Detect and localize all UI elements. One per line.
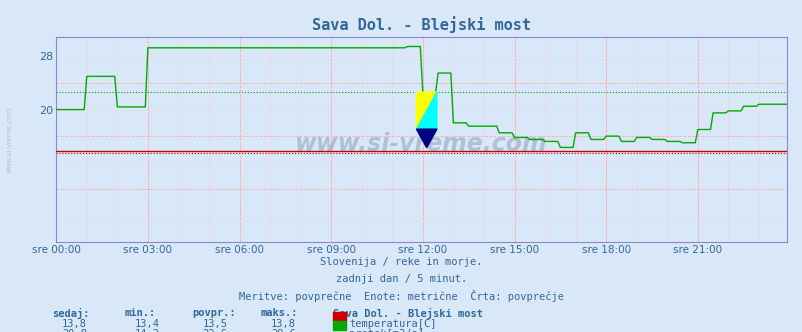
- Polygon shape: [416, 92, 436, 129]
- Text: www.si-vreme.com: www.si-vreme.com: [6, 106, 12, 173]
- Text: 13,8: 13,8: [62, 319, 87, 329]
- Text: 13,4: 13,4: [134, 319, 160, 329]
- Text: Sava Dol. - Blejski most: Sava Dol. - Blejski most: [333, 308, 483, 319]
- Text: 29,6: 29,6: [270, 329, 296, 332]
- Text: 20,8: 20,8: [62, 329, 87, 332]
- Text: temperatura[C]: temperatura[C]: [349, 319, 436, 329]
- Text: povpr.:: povpr.:: [192, 308, 236, 318]
- Polygon shape: [416, 129, 436, 148]
- Polygon shape: [416, 92, 436, 129]
- Text: maks.:: maks.:: [261, 308, 298, 318]
- Text: 22,6: 22,6: [202, 329, 228, 332]
- Text: Meritve: povprečne  Enote: metrične  Črta: povprečje: Meritve: povprečne Enote: metrične Črta:…: [239, 290, 563, 302]
- Title: Sava Dol. - Blejski most: Sava Dol. - Blejski most: [312, 16, 530, 33]
- Text: 14,3: 14,3: [134, 329, 160, 332]
- Text: min.:: min.:: [124, 308, 156, 318]
- Text: Slovenija / reke in morje.: Slovenija / reke in morje.: [320, 257, 482, 267]
- Text: 13,5: 13,5: [202, 319, 228, 329]
- Text: www.si-vreme.com: www.si-vreme.com: [295, 131, 547, 156]
- Text: sedaj:: sedaj:: [52, 308, 90, 319]
- Text: zadnji dan / 5 minut.: zadnji dan / 5 minut.: [335, 274, 467, 284]
- Text: 13,8: 13,8: [270, 319, 296, 329]
- Text: pretok[m3/s]: pretok[m3/s]: [349, 329, 423, 332]
